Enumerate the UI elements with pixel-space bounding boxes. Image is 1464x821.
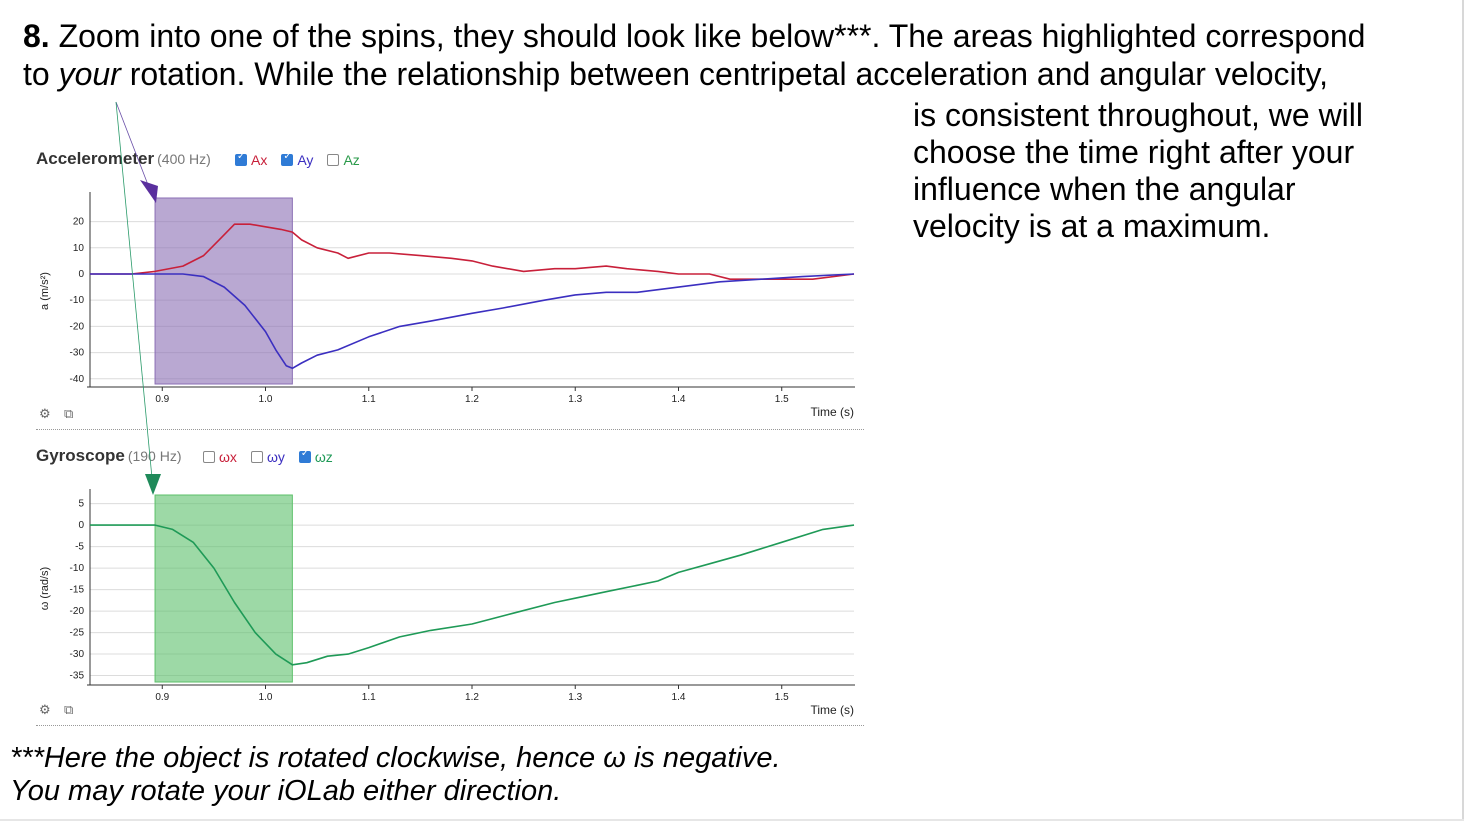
external-link-icon[interactable]: ⧉ <box>64 407 74 422</box>
y-tick-label: -5 <box>75 542 84 553</box>
arrow-line-accel <box>115 101 151 191</box>
y-tick-label: -30 <box>70 649 85 660</box>
x-tick-label: 1.0 <box>259 394 273 405</box>
x-tick-label: 0.9 <box>155 394 169 405</box>
x-axis-title: Time (s) <box>810 405 854 419</box>
arrow-head-accel <box>140 180 158 203</box>
gear-icon[interactable]: ⚙ <box>39 703 51 718</box>
legend-ax[interactable]: Ax <box>235 151 268 168</box>
y-tick-label: -10 <box>70 563 85 574</box>
side-line-3: influence when the angular <box>913 171 1296 207</box>
footnote: ***Here the object is rotated clockwise,… <box>10 742 910 808</box>
wz-label: ωz <box>314 449 333 465</box>
gyroscope-divider <box>36 725 864 726</box>
wx-checkbox[interactable] <box>203 451 215 463</box>
y-tick-label: -10 <box>70 295 85 306</box>
wy-checkbox[interactable] <box>250 451 263 463</box>
legend-wy[interactable]: ωy <box>250 449 285 465</box>
ax-label: Ax <box>251 152 268 168</box>
accelerometer-title: Accelerometer (400 Hz) <box>36 149 211 169</box>
external-link-icon[interactable]: ⧉ <box>64 703 74 718</box>
y-tick-label: -35 <box>70 671 85 682</box>
x-tick-label: 1.3 <box>568 394 582 405</box>
instruction-line-2-pre: to <box>23 56 59 92</box>
instruction-line-2-post: rotation. While the relationship between… <box>120 56 1329 92</box>
legend-wx[interactable]: ωx <box>203 449 237 465</box>
y-tick-label: -25 <box>70 628 85 639</box>
y-tick-label: 0 <box>78 269 84 280</box>
instruction-line-1: 8. Zoom into one of the spins, they shou… <box>23 17 1443 55</box>
accelerometer-legend: Ax Ay Az <box>235 151 360 168</box>
x-tick-label: 1.1 <box>362 692 376 703</box>
x-tick-label: 1.4 <box>672 692 686 703</box>
instruction-text: 8. Zoom into one of the spins, they shou… <box>23 17 1443 93</box>
instruction-line-2: to your rotation. While the relationship… <box>23 55 1443 93</box>
az-label: Az <box>343 152 360 168</box>
legend-ay[interactable]: Ay <box>281 151 314 168</box>
y-axis-title: ω (rad/s) <box>39 567 51 610</box>
x-tick-label: 1.0 <box>259 692 273 703</box>
x-axis-title: Time (s) <box>810 703 854 717</box>
x-tick-label: 1.1 <box>362 394 376 405</box>
gyroscope-chart[interactable]: 5 0 -5 -10 -15 -20 -25 -30 -35 0.9 1.0 1.1 1.2 1.3 1.4… <box>30 485 870 725</box>
legend-az[interactable]: Az <box>327 152 360 168</box>
wz-checkbox[interactable] <box>298 448 311 463</box>
gear-icon[interactable]: ⚙ <box>39 407 51 422</box>
instruction-line-1-text: Zoom into one of the spins, they should … <box>49 18 1366 54</box>
ay-checkbox[interactable] <box>281 151 294 166</box>
highlight-region <box>154 197 293 385</box>
arrow-line-gyro <box>115 101 153 479</box>
x-tick-label: 1.2 <box>465 394 479 405</box>
footnote-line-1: ***Here the object is rotated clockwise,… <box>10 742 781 774</box>
y-tick-label: -20 <box>70 606 85 617</box>
y-tick-label: -40 <box>70 374 85 385</box>
y-axis-title: a (m/s²) <box>39 272 51 310</box>
side-line-1: is consistent throughout, we will <box>913 97 1363 133</box>
side-line-2: choose the time right after your <box>913 134 1355 170</box>
accelerometer-title-text: Accelerometer <box>36 149 155 168</box>
slide-right-border <box>1462 0 1464 821</box>
x-tick-label: 1.5 <box>775 692 789 703</box>
y-tick-label: 0 <box>78 520 84 531</box>
y-tick-label: -30 <box>70 348 85 359</box>
x-tick-label: 1.3 <box>568 692 582 703</box>
wy-label: ωy <box>266 449 285 465</box>
side-line-4: velocity is at a maximum. <box>913 208 1271 244</box>
gyroscope-rate: (190 Hz) <box>127 448 182 464</box>
az-checkbox[interactable] <box>327 154 340 166</box>
step-number: 8. <box>23 18 50 54</box>
highlight-region <box>154 494 293 683</box>
series-line-Ax <box>90 223 855 280</box>
accelerometer-chart[interactable]: 20 10 0 -10 -20 -30 -40 0.9 1.0 1.1 1.2 1.3 1.4 1.5 a … <box>30 190 870 430</box>
y-tick-label: 5 <box>78 499 84 510</box>
x-tick-label: 1.4 <box>672 394 686 405</box>
slide-bottom-border <box>0 819 1464 821</box>
gyroscope-title: Gyroscope (190 Hz) <box>36 446 182 466</box>
x-tick-label: 1.2 <box>465 692 479 703</box>
y-tick-label: -15 <box>70 585 85 596</box>
accelerometer-rate: (400 Hz) <box>157 151 211 167</box>
x-tick-label: 1.5 <box>775 394 789 405</box>
wx-label: ωx <box>219 449 237 465</box>
arrow-head-gyro <box>145 474 161 495</box>
side-explanation: is consistent throughout, we will choose… <box>913 97 1433 245</box>
y-tick-label: -20 <box>70 321 85 332</box>
y-tick-label: 20 <box>73 217 85 228</box>
ay-label: Ay <box>297 152 314 168</box>
x-tick-label: 0.9 <box>155 692 169 703</box>
instruction-emphasis: your <box>58 56 121 92</box>
accelerometer-divider <box>36 429 864 430</box>
y-tick-label: 10 <box>73 243 85 254</box>
gyroscope-legend: ωx ωy ωz <box>203 448 333 465</box>
ax-checkbox[interactable] <box>235 151 247 166</box>
footnote-line-2: You may rotate your iOLab either directi… <box>10 775 562 807</box>
series-line-Ay <box>90 273 855 370</box>
gyroscope-title-text: Gyroscope <box>36 446 125 465</box>
legend-wz[interactable]: ωz <box>298 448 333 465</box>
series-line-ωz <box>90 524 855 666</box>
